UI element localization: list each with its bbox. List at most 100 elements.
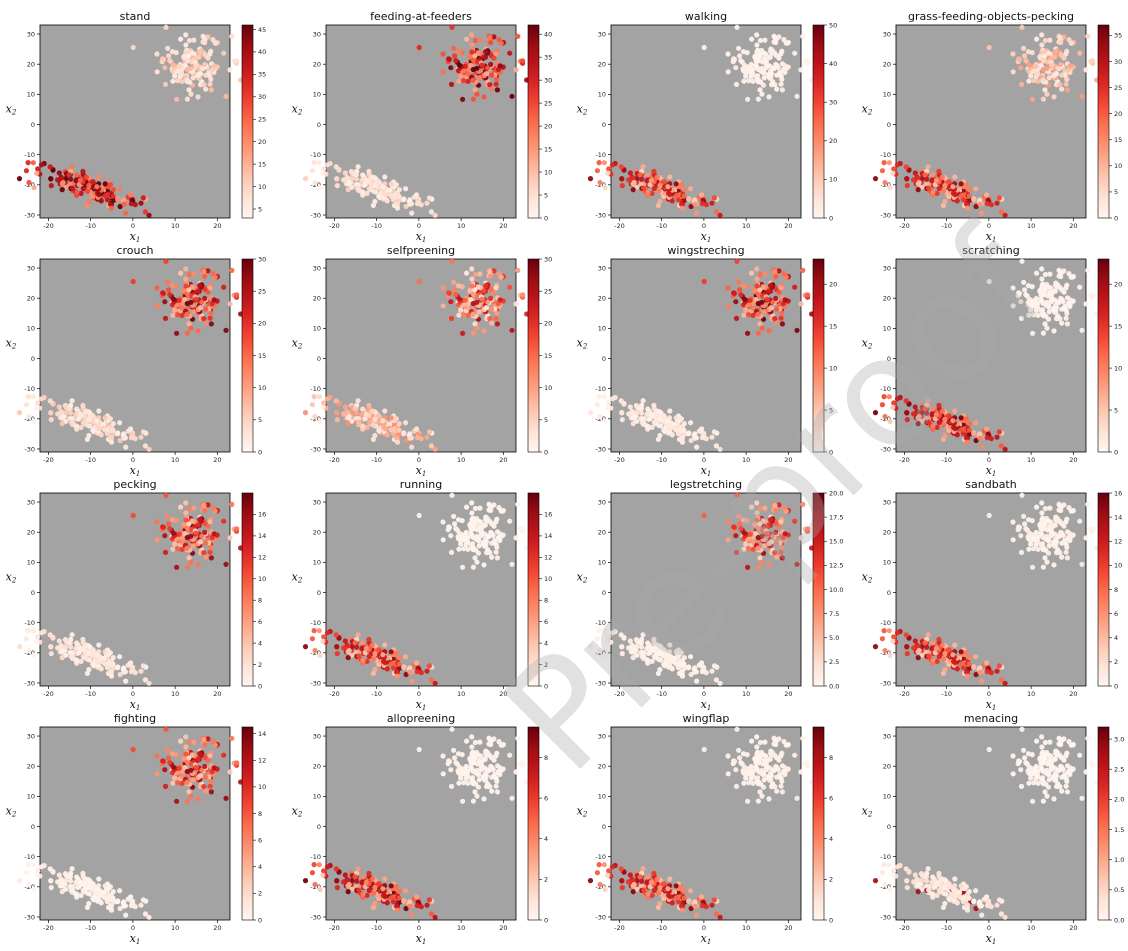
x-tick-label: 0 — [131, 456, 135, 464]
data-point — [757, 739, 763, 746]
data-point — [183, 744, 189, 750]
data-point — [203, 774, 209, 780]
y-tick-label: 30 — [883, 30, 891, 38]
data-point — [606, 166, 612, 172]
data-point — [890, 404, 896, 410]
x-axis-label-subscript: 1 — [136, 938, 140, 946]
data-point — [388, 883, 394, 889]
data-point — [179, 539, 185, 545]
data-point — [762, 739, 768, 745]
data-point — [393, 903, 400, 909]
data-point — [734, 258, 740, 264]
data-point — [346, 647, 352, 654]
colorbar-tick-label: 5 — [1114, 188, 1118, 196]
data-point — [60, 413, 66, 420]
data-point — [469, 500, 475, 506]
data-point — [1040, 330, 1046, 336]
data-point — [80, 168, 86, 174]
data-point — [182, 296, 188, 303]
data-point — [958, 661, 964, 667]
data-point — [1077, 518, 1083, 524]
data-point — [755, 798, 761, 804]
data-point — [1061, 523, 1067, 529]
data-point — [977, 665, 983, 671]
data-point — [488, 39, 494, 46]
data-point — [452, 521, 458, 527]
data-point — [376, 647, 382, 653]
data-point — [678, 650, 684, 656]
data-point — [761, 309, 767, 315]
data-point — [407, 899, 413, 905]
data-point — [86, 432, 92, 439]
x-tick-label: 20 — [784, 924, 792, 932]
data-point — [169, 283, 176, 289]
data-point — [223, 795, 229, 801]
data-point — [403, 888, 409, 894]
data-point — [167, 526, 173, 532]
data-point — [201, 82, 207, 88]
x-tick-label: 20 — [213, 690, 221, 698]
y-tick-label: -20 — [24, 415, 35, 423]
data-point — [174, 96, 180, 102]
data-point — [713, 209, 719, 215]
chart-panel: wingstreching-20 -10 0 10 20-30-20-100102030… — [577, 244, 838, 478]
data-point — [1046, 309, 1052, 315]
data-point — [768, 283, 774, 289]
data-point — [1038, 530, 1044, 537]
data-point — [476, 309, 482, 315]
data-point — [30, 160, 36, 166]
data-point — [772, 268, 778, 275]
y-tick-label: -10 — [24, 619, 35, 627]
data-point — [488, 529, 494, 535]
data-point — [1041, 526, 1047, 532]
data-point — [74, 172, 80, 178]
x-tick-label: -10 — [85, 690, 96, 698]
colorbar-tick-label: 6 — [544, 794, 548, 802]
x-tick-label: -10 — [656, 222, 667, 230]
data-point — [734, 726, 740, 732]
data-point — [451, 513, 457, 519]
data-point — [657, 650, 663, 657]
data-point — [205, 757, 211, 763]
data-point — [497, 765, 503, 771]
data-point — [90, 647, 96, 653]
x-tick-label: -20 — [43, 222, 54, 230]
data-point — [63, 176, 69, 182]
y-tick-label: 20 — [27, 763, 35, 771]
data-point — [455, 517, 462, 523]
data-point — [117, 203, 123, 210]
data-point — [469, 42, 475, 48]
chart-panel: pecking-20 -10 0 10 20-30-20-100102030x1x202… — [6, 478, 267, 712]
data-point — [77, 411, 83, 417]
data-point — [321, 634, 327, 640]
data-point — [605, 638, 611, 644]
data-point — [488, 295, 494, 301]
data-point — [452, 53, 458, 59]
data-point — [1051, 288, 1057, 294]
data-point — [371, 890, 377, 896]
data-point — [59, 187, 65, 193]
y-tick-label: -30 — [880, 445, 891, 453]
data-point — [186, 521, 192, 527]
data-point — [520, 526, 526, 532]
data-point — [494, 321, 500, 327]
data-point — [207, 315, 213, 321]
data-point — [1031, 78, 1037, 84]
data-point — [1040, 534, 1046, 541]
data-point — [202, 273, 208, 280]
data-point — [356, 419, 362, 425]
data-point — [69, 164, 75, 170]
data-point — [890, 170, 896, 176]
data-point — [657, 198, 663, 205]
data-point — [984, 426, 990, 432]
y-tick-label: -20 — [310, 649, 321, 657]
data-point — [513, 301, 519, 307]
data-point — [355, 398, 361, 404]
data-point — [191, 505, 197, 511]
data-point — [432, 446, 438, 452]
data-point — [984, 660, 990, 666]
data-point — [453, 526, 459, 532]
data-point — [354, 410, 360, 416]
data-point — [59, 421, 65, 427]
y-axis-label: x2 — [577, 102, 588, 116]
